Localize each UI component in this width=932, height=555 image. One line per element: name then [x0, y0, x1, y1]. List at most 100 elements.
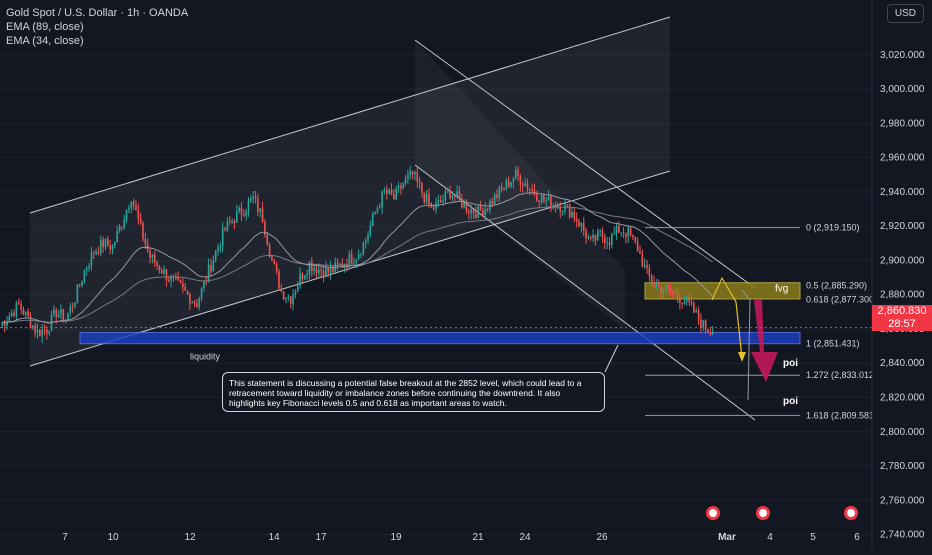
candle-body	[707, 329, 709, 333]
x-tick-label: 6	[854, 532, 860, 543]
candle-body	[606, 242, 608, 244]
candle-body	[655, 285, 658, 287]
candle-body	[526, 183, 529, 189]
candle-body	[275, 263, 278, 272]
candle-body	[24, 311, 27, 315]
candle-body	[6, 321, 8, 326]
y-tick-label: 2,880.000	[880, 290, 925, 301]
candle-body	[53, 309, 55, 315]
x-tick-label: 14	[268, 532, 280, 543]
candle-body	[231, 221, 233, 223]
candle-body	[477, 206, 480, 219]
candle-body	[646, 264, 648, 268]
candle-body	[625, 233, 627, 237]
candle-body	[468, 211, 470, 214]
candle-body	[34, 325, 36, 333]
candle-body	[20, 303, 22, 310]
candle-body	[533, 189, 536, 195]
fib-level-label: 0.5 (2,885.290)	[806, 281, 867, 291]
last-price-tag: 2,860.830 28:57	[872, 305, 932, 331]
candle-body	[327, 268, 330, 274]
candle-body	[444, 191, 447, 201]
candle-body	[71, 306, 74, 308]
candle-body	[353, 262, 355, 264]
candle-body	[177, 277, 179, 281]
candle-body	[608, 242, 611, 245]
annotation-note[interactable]: This statement is discussing a potential…	[222, 372, 605, 412]
candle-body	[233, 221, 236, 223]
candle-body	[536, 194, 538, 201]
candle-body	[596, 230, 599, 241]
candle-body	[376, 208, 379, 213]
candle-body	[278, 271, 280, 289]
y-tick-label: 2,840.000	[880, 358, 925, 369]
candle-body	[123, 219, 126, 228]
candle-body	[95, 251, 97, 254]
poi-label: poi	[783, 396, 798, 407]
candle-body	[219, 246, 222, 248]
candle-body	[360, 254, 362, 256]
candle-body	[671, 291, 674, 294]
candle-body	[550, 196, 552, 209]
candle-body	[559, 206, 562, 212]
candle-body	[39, 330, 41, 337]
candle-body	[566, 204, 569, 206]
poi-label: poi	[783, 358, 798, 369]
candle-body	[355, 259, 358, 263]
candle-body	[189, 293, 191, 304]
ascending-channel-fill	[30, 17, 670, 366]
candle-body	[81, 281, 83, 286]
candle-body	[634, 236, 637, 242]
candle-body	[210, 264, 212, 272]
candle-body	[704, 320, 707, 330]
candle-body	[191, 301, 194, 304]
channel-upper-line	[29, 16, 671, 214]
candle-body	[121, 226, 123, 228]
candle-body	[618, 225, 620, 233]
candle-body	[46, 330, 48, 334]
candle-body	[667, 285, 669, 288]
candle-body	[48, 330, 51, 334]
candle-body	[622, 232, 625, 234]
annotation-pointer	[604, 344, 619, 373]
ema-34-line	[2, 192, 713, 324]
candle-body	[306, 274, 308, 276]
candle-body	[259, 208, 262, 212]
candle-body	[371, 213, 374, 226]
candle-body	[76, 284, 79, 303]
candle-body	[463, 202, 465, 208]
ema-89-label[interactable]: EMA (89, close)	[6, 21, 84, 33]
candle-body	[470, 209, 473, 214]
candle-body	[657, 285, 660, 287]
x-tick-label: 19	[390, 532, 402, 543]
candle-body	[336, 262, 339, 265]
candle-body	[475, 213, 477, 219]
projection-path-yellow	[711, 276, 743, 359]
event-flag-icon-inner	[847, 509, 855, 517]
y-tick-label: 2,960.000	[880, 153, 925, 164]
candle-body	[531, 188, 533, 190]
candle-body	[74, 302, 76, 307]
candle-body	[156, 262, 158, 266]
x-tick-label: Mar	[718, 532, 736, 543]
candle-body	[332, 267, 334, 273]
candle-body	[184, 287, 187, 291]
candle-body	[88, 266, 90, 269]
candle-body	[322, 271, 325, 278]
candle-body	[639, 251, 641, 254]
candle-body	[636, 241, 639, 252]
ema-34-label[interactable]: EMA (34, close)	[6, 35, 84, 47]
candle-body	[650, 275, 653, 283]
fib-level-label: 1.618 (2,809.581)	[806, 410, 877, 420]
candle-body	[493, 194, 496, 205]
candle-body	[456, 191, 458, 197]
candle-body	[505, 180, 508, 190]
candle-body	[611, 234, 613, 245]
currency-button[interactable]: USD	[886, 4, 924, 23]
candle-body	[102, 239, 104, 247]
candle-body	[383, 189, 386, 192]
symbol-title[interactable]: Gold Spot / U.S. Dollar · 1h · OANDA	[6, 7, 189, 19]
candle-body	[153, 254, 156, 263]
